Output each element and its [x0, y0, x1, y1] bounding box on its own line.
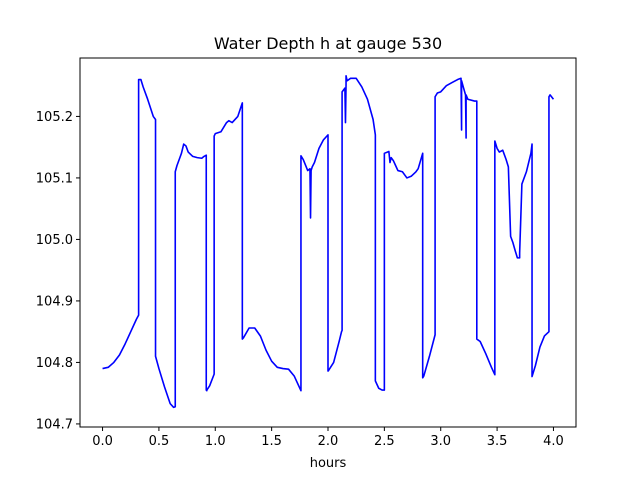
x-tick-label: 3.5 [487, 434, 508, 449]
y-tick-label: 105.1 [36, 171, 73, 186]
y-tick-label: 104.8 [36, 356, 73, 371]
x-tick-label: 1.0 [205, 434, 226, 449]
x-axis-ticks: 0.0 0.5 1.0 1.5 2.0 2.5 3.0 3.5 4.0 [92, 427, 564, 449]
x-tick-label: 1.5 [261, 434, 282, 449]
x-tick-label: 2.5 [374, 434, 395, 449]
y-tick-label: 104.7 [36, 417, 73, 432]
x-tick-label: 3.0 [430, 434, 451, 449]
y-tick-label: 105.0 [36, 233, 73, 248]
x-tick-label: 0.5 [149, 434, 170, 449]
y-axis-ticks: 104.7 104.8 104.9 105.0 105.1 105.2 [36, 110, 80, 432]
x-tick-label: 0.0 [92, 434, 113, 449]
y-tick-label: 105.2 [36, 110, 73, 125]
x-tick-label: 2.0 [318, 434, 339, 449]
chart-title: Water Depth h at gauge 530 [214, 34, 442, 53]
series-line [102, 75, 555, 409]
x-axis-label: hours [310, 456, 347, 471]
y-tick-label: 104.9 [36, 294, 73, 309]
x-tick-label: 4.0 [543, 434, 564, 449]
